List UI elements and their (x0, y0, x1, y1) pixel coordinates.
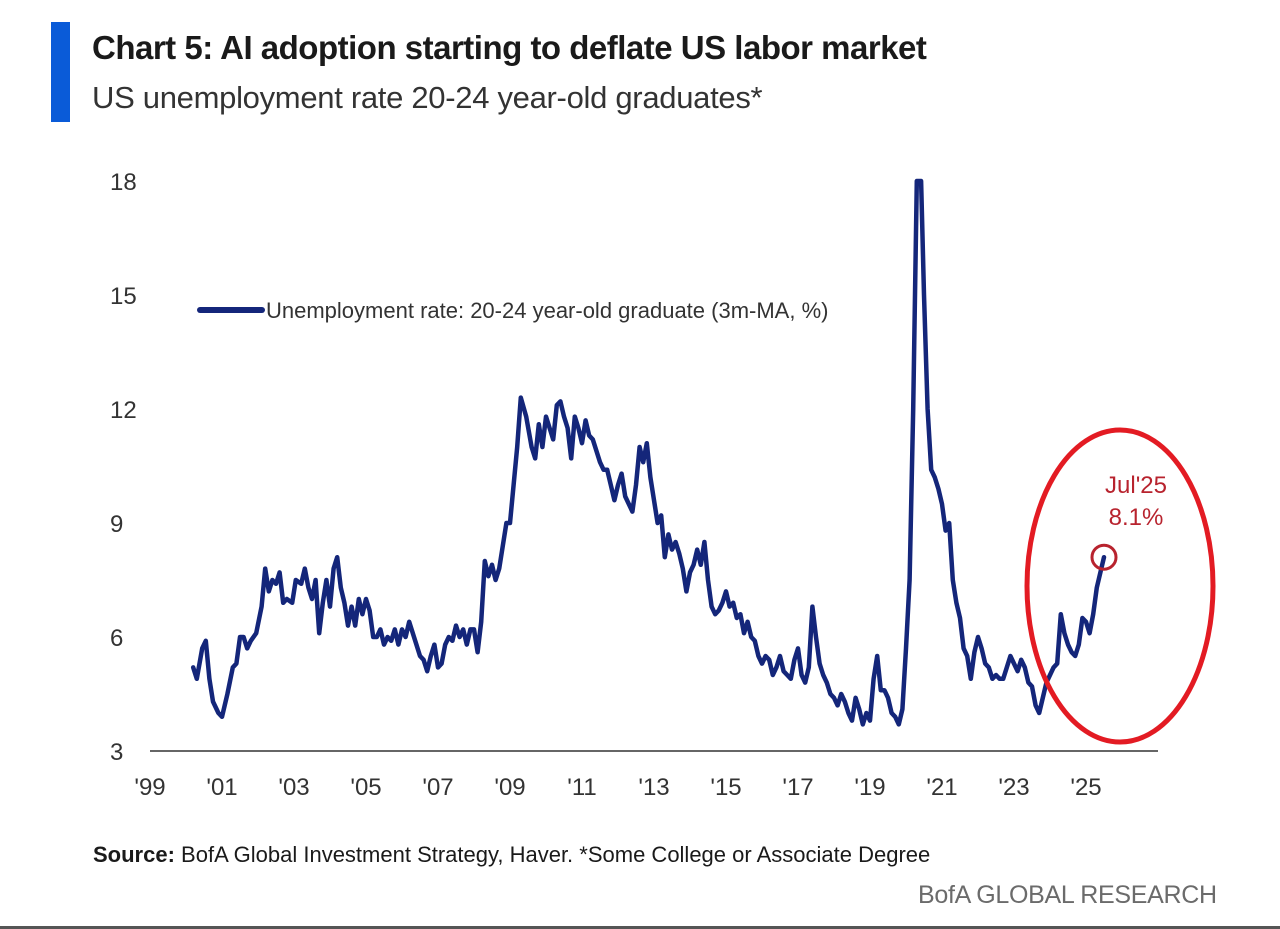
x-tick-label-2015: '15 (710, 774, 741, 801)
annotation-value-label-0: 8.1% (1109, 504, 1164, 531)
line-chart: 3 6 9 12 15 18 '99 '01 '03 '05 '07 '09 '11 '13 '15 '17 '… (110, 169, 1216, 801)
y-tick-label-3: 3 (110, 739, 123, 766)
y-tick-label-18: 18 (110, 169, 137, 196)
source-label: Source: (93, 842, 175, 867)
legend-label-0: Unemployment rate: 20-24 year-old gradua… (266, 298, 828, 323)
y-tick-label-12: 12 (110, 397, 137, 424)
x-tick-label-2025: '25 (1070, 774, 1101, 801)
x-tick-label-2001: '01 (206, 774, 237, 801)
title-accent-bar (51, 22, 70, 122)
source-text: BofA Global Investment Strategy, Haver. … (181, 842, 931, 867)
bottom-divider (0, 926, 1280, 929)
x-tick-label-2009: '09 (494, 774, 525, 801)
x-tick-label-2021: '21 (926, 774, 957, 801)
y-tick-label-15: 15 (110, 283, 137, 310)
highlight-ellipse (1024, 427, 1216, 745)
annotation-date-label-0: Jul'25 (1105, 472, 1167, 499)
x-tick-label-2019: '19 (854, 774, 885, 801)
x-tick-label-2013: '13 (638, 774, 669, 801)
x-tick-label-2017: '17 (782, 774, 813, 801)
x-tick-label-1999: '99 (134, 774, 165, 801)
x-tick-label-2003: '03 (278, 774, 309, 801)
chart-subtitle: US unemployment rate 20-24 year-old grad… (92, 80, 763, 115)
annotation-marker-0 (1090, 543, 1118, 571)
x-tick-label-2007: '07 (422, 774, 453, 801)
x-tick-label-2011: '11 (567, 774, 597, 801)
series-line-0 (190, 178, 1107, 727)
source-note: Source: BofA Global Investment Strategy,… (93, 842, 930, 868)
y-tick-label-6: 6 (110, 625, 123, 652)
x-tick-label-2023: '23 (998, 774, 1029, 801)
y-tick-label-9: 9 (110, 511, 123, 538)
brand-footer: BofA GLOBAL RESEARCH (918, 881, 1217, 909)
x-tick-label-2005: '05 (350, 774, 381, 801)
chart-title: Chart 5: AI adoption starting to deflate… (92, 29, 927, 66)
